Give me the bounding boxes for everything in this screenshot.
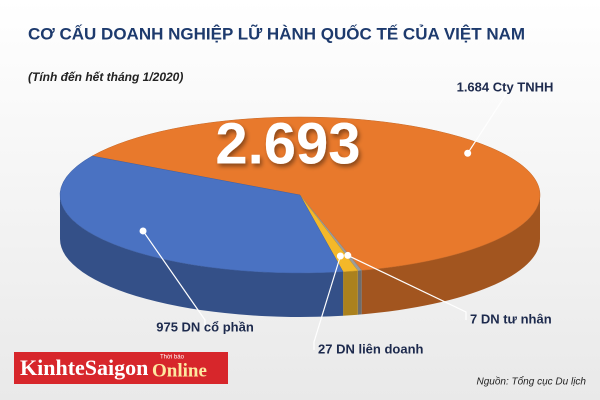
leader-line xyxy=(142,230,206,328)
slice-top xyxy=(91,116,541,271)
slice-label: 7 DN tư nhân xyxy=(470,311,552,326)
logo-accent: Online xyxy=(152,360,207,381)
slice-side xyxy=(60,195,344,317)
slice-side xyxy=(343,270,358,316)
slice-top xyxy=(59,155,344,274)
total-label: 2.693 xyxy=(215,111,360,176)
logo: KinhteSaigon Online Thời báo xyxy=(14,352,228,384)
chart-subtitle: (Tính đến hết tháng 1/2020) xyxy=(28,70,183,84)
leader-dot xyxy=(464,149,472,157)
slice xyxy=(91,116,541,315)
pie: 1.684 Cty TNHH 7 DN tư nhân 27 DN liên doa… xyxy=(59,79,554,356)
leader-dot xyxy=(336,252,344,260)
leader-line xyxy=(313,255,341,350)
logo-box xyxy=(14,352,228,384)
slice-label: 975 DN cổ phần xyxy=(156,319,254,334)
source: Nguồn: Tổng cục Du lịch xyxy=(476,376,586,388)
slice-label: 1.684 Cty TNHH xyxy=(457,79,554,94)
leader-line xyxy=(467,88,506,154)
leader-dot xyxy=(139,227,147,235)
slice xyxy=(59,155,344,317)
chart-title: CƠ CẤU DOANH NGHIỆP LỮ HÀNH QUỐC TẾ CỦA … xyxy=(28,23,525,43)
leader-dot xyxy=(344,251,352,259)
logo-tag: Thời báo xyxy=(160,355,185,361)
slice-label: 27 DN liên doanh xyxy=(318,341,424,356)
slice-side xyxy=(361,195,540,315)
slice-side xyxy=(357,270,362,315)
logo-main: KinhteSaigon xyxy=(20,355,148,380)
leader-line xyxy=(347,254,467,320)
